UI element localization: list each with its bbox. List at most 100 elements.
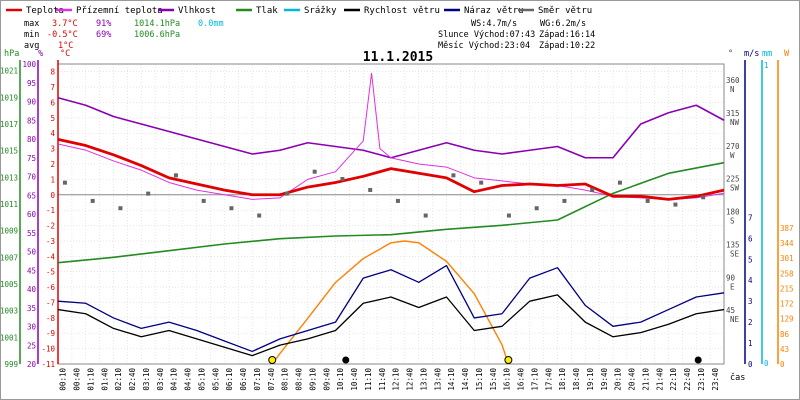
series-wind-dir-point [506, 213, 511, 218]
tick-ms: 4 [748, 276, 753, 285]
tick-c: -6 [46, 283, 56, 292]
tick-c: -11 [41, 360, 55, 369]
legend-item: Vlhkost [158, 6, 216, 16]
legend-item: Přízemní teplota [56, 6, 163, 16]
tick-time: 04:40 [184, 368, 193, 391]
tick-pct: 50 [27, 248, 37, 257]
axis-unit-w: W [784, 49, 790, 59]
tick-pct: 45 [27, 266, 36, 275]
moon-marker [694, 356, 702, 364]
tick-hpa: 1017 [0, 120, 18, 129]
stat-wg: WG:6.2m/s [540, 19, 586, 29]
tick-time: 01:40 [100, 368, 109, 391]
stat-ws: WS:4.7m/s [471, 19, 517, 29]
tick-deg: 135 [726, 240, 740, 249]
tick-ms: 1 [748, 339, 753, 348]
stat-max-rain: 0.0mm [198, 19, 224, 29]
tick-c: -7 [46, 298, 55, 307]
series-wind-dir-point [62, 180, 67, 185]
tick-c: 3 [50, 145, 55, 154]
tick-dir: NW [730, 118, 740, 127]
tick-pct: 30 [27, 323, 37, 332]
tick-time: 05:40 [211, 368, 220, 391]
tick-time: 19:10 [586, 368, 595, 391]
tick-time: 20:40 [628, 368, 637, 391]
axis-unit-ms: m/s [744, 49, 759, 59]
tick-pct: 95 [27, 79, 36, 88]
tick-pct: 25 [27, 341, 36, 350]
tick-time: 17:40 [544, 368, 553, 391]
legend-label: Přízemní teplota [76, 6, 163, 16]
tick-time: 13:10 [419, 368, 428, 391]
series-wind-dir-point [340, 177, 345, 181]
tick-mm: 0 [764, 359, 769, 368]
tick-dir: N [730, 85, 735, 94]
stat-avg-label: avg [24, 41, 39, 51]
series-wind-dir-point [479, 180, 484, 185]
tick-hpa: 1011 [0, 200, 18, 209]
tick-pct: 20 [27, 360, 37, 369]
tick-hpa: 999 [4, 360, 18, 369]
tick-c: -3 [46, 237, 55, 246]
series-wind-dir-point [146, 191, 151, 196]
tick-w: 215 [780, 284, 794, 293]
tick-time: 21:10 [641, 368, 650, 391]
tick-pct: 80 [27, 135, 37, 144]
axis-unit-mm: mm [762, 49, 772, 59]
stat-min-label: min [24, 30, 39, 40]
legend-label: Náraz větru [464, 6, 524, 16]
stat-sun-rise: Slunce Východ:07:43 [438, 30, 535, 40]
tick-time: 12:10 [392, 368, 401, 391]
tick-w: 258 [780, 269, 794, 278]
tick-w: 344 [780, 239, 794, 248]
tick-time: 08:40 [295, 368, 304, 391]
tick-time: 09:40 [322, 368, 331, 391]
tick-hpa: 1009 [0, 227, 18, 236]
legend-label: Rychlost větru [364, 6, 440, 16]
tick-c: 4 [50, 129, 55, 138]
series-wind-dir-point [562, 198, 567, 203]
series-wind-dir-point [590, 187, 595, 192]
tick-w: 129 [780, 315, 794, 324]
tick-hpa: 1013 [0, 173, 18, 182]
series-wind-dir-point [173, 173, 178, 178]
stat-avg-temp: 1°C [58, 41, 73, 51]
tick-c: 7 [50, 83, 55, 92]
tick-pct: 40 [27, 285, 37, 294]
tick-time: 04:10 [170, 368, 179, 391]
series-wind-dir-point [312, 169, 317, 174]
tick-dir: NE [730, 315, 740, 324]
sun-marker [268, 356, 277, 364]
series-wind-dir-point [617, 180, 622, 185]
legend-label: Teplota [26, 6, 64, 16]
tick-c: -9 [46, 329, 55, 338]
stat-max-label: max [24, 19, 39, 29]
series-wind-dir-point [701, 195, 706, 200]
tick-time: 15:10 [475, 368, 484, 391]
tick-w: 43 [780, 345, 789, 354]
tick-w: 172 [780, 300, 794, 309]
stat-min-press: 1006.6hPa [134, 30, 180, 40]
tick-deg: 90 [726, 273, 736, 282]
tick-deg: 315 [726, 109, 740, 118]
tick-c: -10 [41, 345, 55, 354]
tick-w: 0 [780, 360, 785, 369]
tick-time: 01:10 [86, 368, 95, 391]
axis-label-time: čas [730, 372, 745, 383]
stat-max-temp: 3.7°C [52, 19, 78, 29]
tick-deg: 180 [726, 208, 740, 217]
tick-hpa: 1021 [0, 67, 18, 76]
tick-pct: 90 [27, 98, 37, 107]
tick-c: 6 [50, 98, 55, 107]
tick-time: 22:10 [669, 368, 678, 391]
axis-unit-pct: % [38, 49, 43, 59]
tick-c: -8 [46, 314, 56, 323]
stat-max-hum: 91% [96, 19, 111, 29]
tick-dir: SE [730, 249, 740, 258]
legend-item: Rychlost větru [344, 6, 440, 16]
tick-c: 5 [50, 114, 55, 123]
series-wind-dir-point [118, 206, 123, 211]
tick-time: 09:10 [308, 368, 317, 391]
stat-moon-rise: Měsíc Východ:23:04 [438, 41, 530, 51]
tick-c: -1 [46, 206, 55, 215]
